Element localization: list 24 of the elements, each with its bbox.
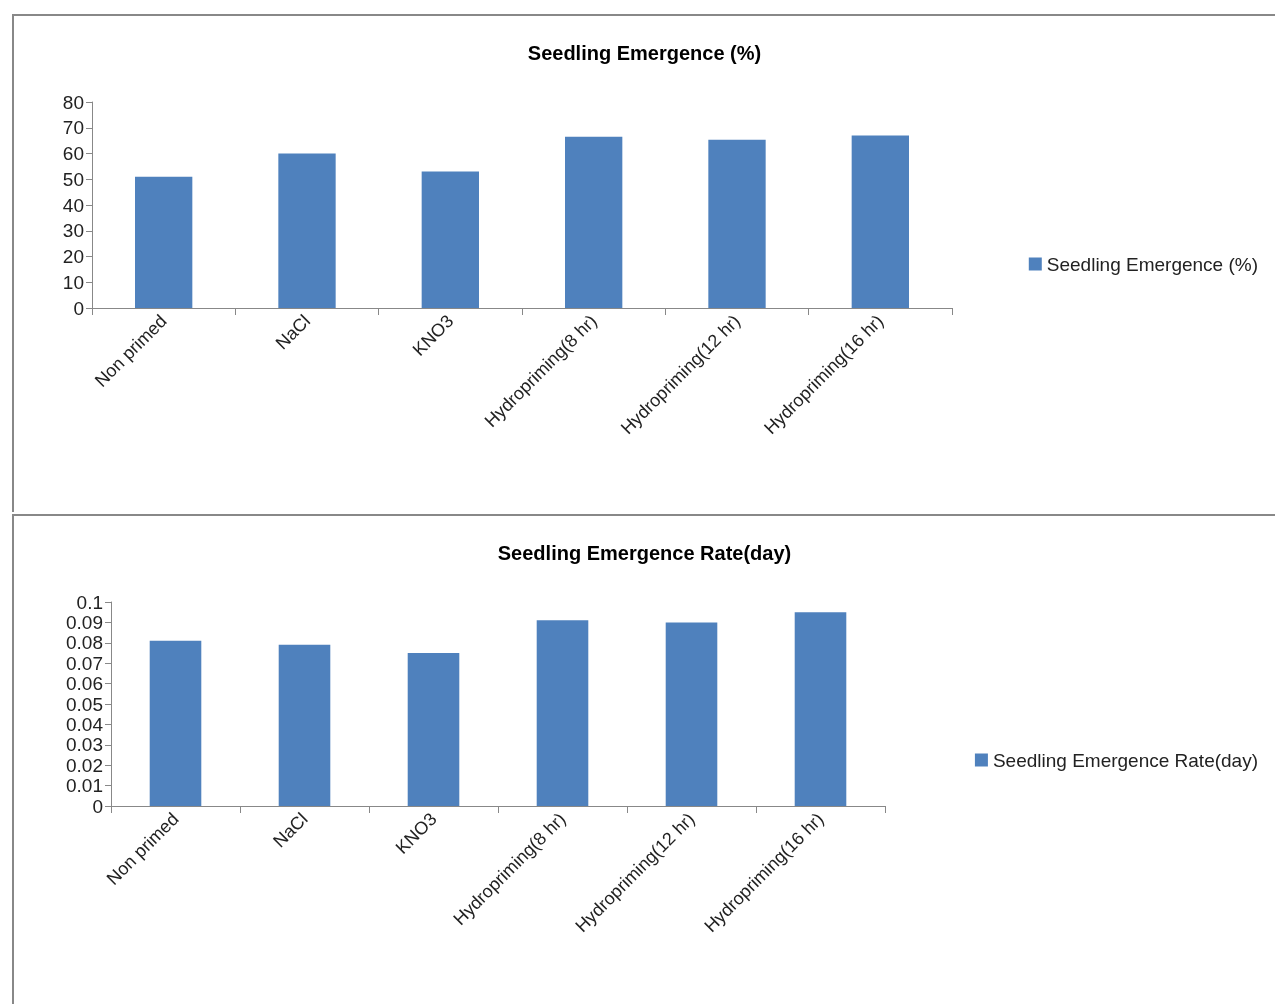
- legend-label: Seedling Emergence Rate(day): [992, 749, 1258, 771]
- y-tick-label: 0.05: [66, 693, 103, 715]
- y-tick-label: 0.04: [66, 713, 104, 735]
- chart-title: Seedling Emergence (%): [527, 42, 762, 64]
- y-tick-label: 0.01: [66, 775, 103, 797]
- y-tick-label: 0: [73, 297, 84, 319]
- y-tick-label: 70: [62, 117, 84, 139]
- y-tick-label: 0.03: [66, 734, 103, 756]
- y-tick-label: 0.02: [66, 754, 103, 776]
- y-tick-label: 50: [62, 168, 84, 190]
- y-tick-label: 80: [62, 91, 84, 113]
- legend-label: Seedling Emergence (%): [1046, 253, 1258, 275]
- chart-title: Seedling Emergence Rate(day): [497, 542, 792, 564]
- y-tick-label: 0.07: [66, 652, 103, 674]
- y-tick-label: 0.1: [76, 591, 103, 613]
- y-tick-label: 10: [62, 271, 84, 293]
- y-tick-label: 0.09: [66, 611, 103, 633]
- y-tick-label: 60: [62, 143, 84, 164]
- y-tick-label: 20: [62, 246, 84, 267]
- y-tick-label: 40: [62, 194, 84, 216]
- y-tick-label: 0: [92, 795, 103, 817]
- y-tick-label: 0.06: [66, 673, 103, 695]
- y-tick-label: 30: [62, 220, 84, 242]
- y-tick-label: 0.08: [66, 632, 103, 654]
